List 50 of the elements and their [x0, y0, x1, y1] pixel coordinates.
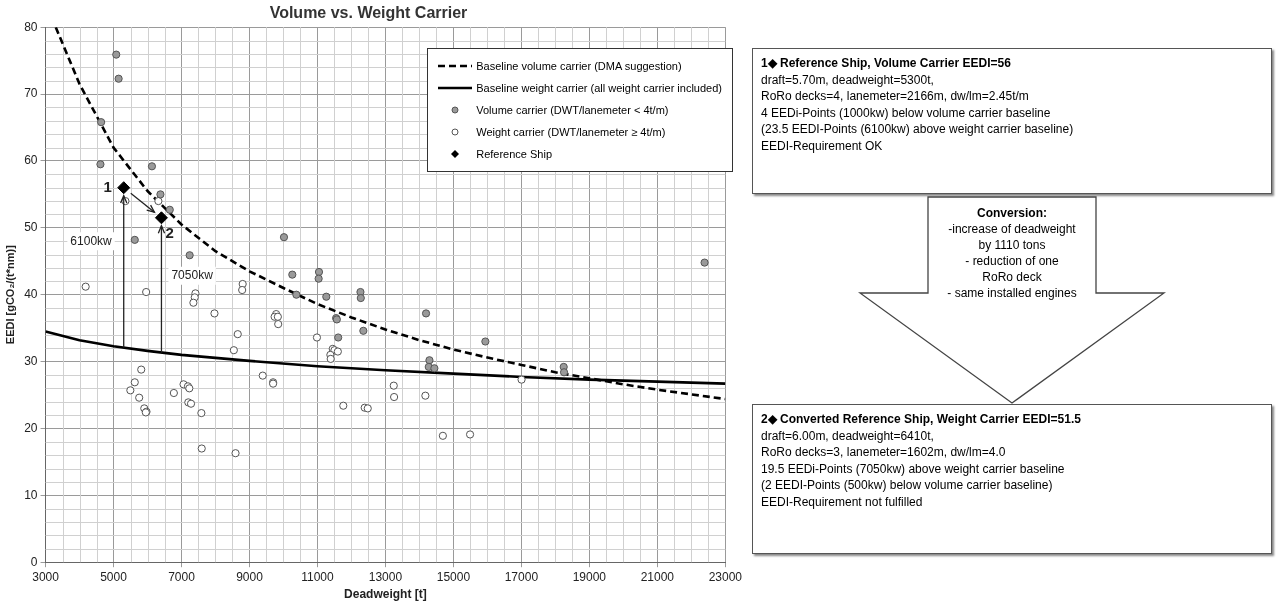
x-tick-label: 13000 [368, 569, 403, 584]
x-tick-label: 7000 [168, 569, 196, 584]
text: 2◆ Converted Reference Ship, Weight Carrier EEDI=51.5 [761, 411, 1082, 428]
y-tick-label: 70 [24, 86, 38, 101]
y-tick-label: 60 [24, 153, 38, 168]
x-tick-label: 15000 [436, 569, 471, 584]
text: Conversion: [976, 205, 1048, 221]
legend-label: Volume carrier (DWT/lanemeter < 4t/m) [476, 104, 669, 116]
text: by 1110 tons [977, 237, 1047, 253]
x-tick-label: 11000 [301, 569, 335, 584]
text: RoRo decks=3, lanemeter=1602m, dw/lm=4.0 [761, 444, 1007, 461]
text: EEDI-Requirement not fulfilled [761, 493, 924, 510]
y-tick-label: 0 [30, 554, 38, 569]
text: EEDI-Requirement OK [761, 137, 884, 154]
y-axis-title: EEDI [gCO₂/(t*nm)] [3, 244, 16, 345]
y-tick-label: 10 [24, 487, 38, 502]
annotation: 2 [165, 223, 174, 241]
legend-label: Weight carrier (DWT/lanemeter ≥ 4t/m) [476, 126, 666, 138]
annotation: 1 [103, 177, 112, 195]
y-tick-label: 50 [24, 220, 38, 235]
text: RoRo decks=4, lanemeter=2166m, dw/lm=2.45t/m [761, 88, 1030, 105]
text: draft=6.00m, deadweight=6410t, [761, 427, 935, 444]
text: RoRo deck [981, 269, 1043, 285]
annotation: 7050kw [171, 268, 214, 283]
x-tick-label: 17000 [504, 569, 539, 584]
legend-label: Baseline volume carrier (DMA suggestion) [476, 60, 682, 72]
text: 19.5 EEDi-Points (7050kw) above weight carrier baseline [761, 460, 1066, 477]
legend-label: Baseline weight carrier (all weight carrier included) [476, 82, 722, 94]
y-tick-label: 40 [24, 287, 38, 302]
y-tick-label: 30 [24, 353, 38, 368]
text: - same installed engines [946, 285, 1078, 301]
text: 4 EEDi-Points (1000kw) below volume carrier baseline [761, 104, 1052, 121]
x-tick-label: 5000 [100, 569, 128, 584]
x-tick-label: 9000 [236, 569, 264, 584]
x-tick-label: 3000 [32, 569, 60, 584]
x-tick-label: 21000 [640, 569, 675, 584]
annotation: 6100kw [70, 233, 113, 248]
y-tick-label: 20 [24, 420, 38, 435]
text: (23.5 EEDI-Points (6100kw) above weight carrier baseline) [761, 121, 1075, 138]
text: 1◆ Reference Ship, Volume Carrier EEDI=56 [761, 55, 1012, 72]
x-tick-label: 23000 [708, 569, 743, 584]
text: - reduction of one [964, 253, 1060, 269]
x-axis-title: Deadweight [t] [344, 587, 427, 602]
text: draft=5.70m, deadweight=5300t, [761, 71, 935, 88]
text: (2 EEDI-Points (500kw) below volume carrier baseline) [761, 477, 1054, 494]
legend-label: Reference Ship [476, 148, 553, 160]
x-tick-label: 19000 [572, 569, 607, 584]
text: -increase of deadweight [947, 221, 1077, 237]
y-tick-label: 80 [24, 19, 38, 34]
chart-title: Volume vs. Weight Carrier [269, 4, 468, 22]
